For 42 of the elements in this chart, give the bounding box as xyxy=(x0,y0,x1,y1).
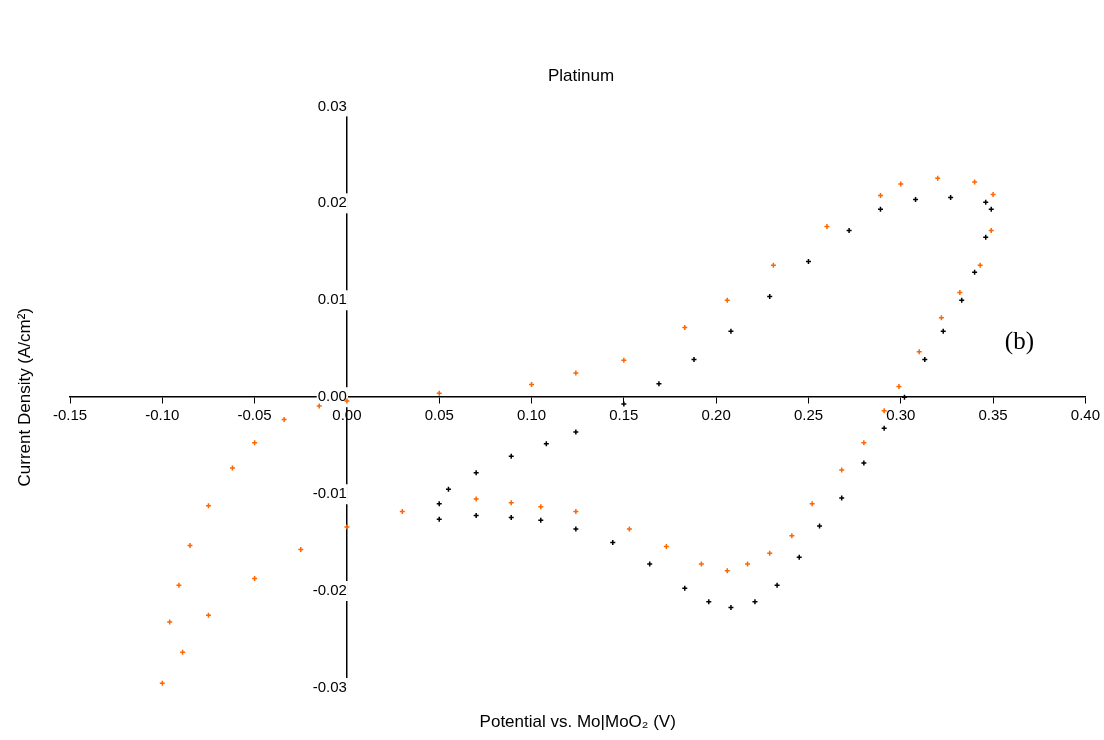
point xyxy=(681,584,689,592)
point xyxy=(795,553,803,561)
point xyxy=(620,400,628,408)
point xyxy=(572,369,580,377)
x-tick-label: 0.35 xyxy=(978,406,1008,424)
point xyxy=(572,525,580,533)
point xyxy=(808,500,816,508)
x-tick-label: -0.15 xyxy=(52,406,88,424)
annotation: (b) xyxy=(1004,326,1034,355)
y-tick-label: -0.03 xyxy=(312,678,347,696)
x-tick-label: -0.10 xyxy=(145,406,180,424)
point xyxy=(897,180,905,188)
x-axis-title: Potential vs. Mo|MoO₂ (V) xyxy=(479,711,676,731)
y-tick-label: 0.01 xyxy=(317,290,347,308)
point xyxy=(860,459,868,467)
y-axis-title: Current Density (A/cm²) xyxy=(14,307,34,487)
x-tick-label: -0.05 xyxy=(237,406,272,424)
point xyxy=(788,532,796,540)
point xyxy=(880,407,888,415)
x-tick-label: 0.15 xyxy=(609,406,639,424)
x-tick-label: 0.40 xyxy=(1070,406,1100,424)
point xyxy=(472,495,480,503)
point xyxy=(988,205,995,213)
point xyxy=(860,439,868,447)
point xyxy=(572,428,580,436)
chart-title: Platinum xyxy=(547,65,615,85)
point xyxy=(507,499,515,507)
point xyxy=(880,424,888,432)
point xyxy=(472,469,480,477)
point xyxy=(315,402,323,410)
x-tick-label: 0.10 xyxy=(516,406,547,424)
x-tick-label: 0.05 xyxy=(424,406,454,424)
x-tick-label: 0.30 xyxy=(886,406,916,424)
y-tick-label: 0.00 xyxy=(317,387,347,405)
x-tick-label: 0.20 xyxy=(701,406,731,424)
point xyxy=(435,500,443,508)
y-tick-label: -0.02 xyxy=(312,581,347,599)
point xyxy=(343,523,351,531)
x-tick-label: 0.25 xyxy=(793,406,824,424)
y-tick-label: 0.02 xyxy=(317,193,347,211)
y-tick-label: -0.01 xyxy=(312,484,347,502)
y-tick-label: 0.03 xyxy=(317,96,347,114)
